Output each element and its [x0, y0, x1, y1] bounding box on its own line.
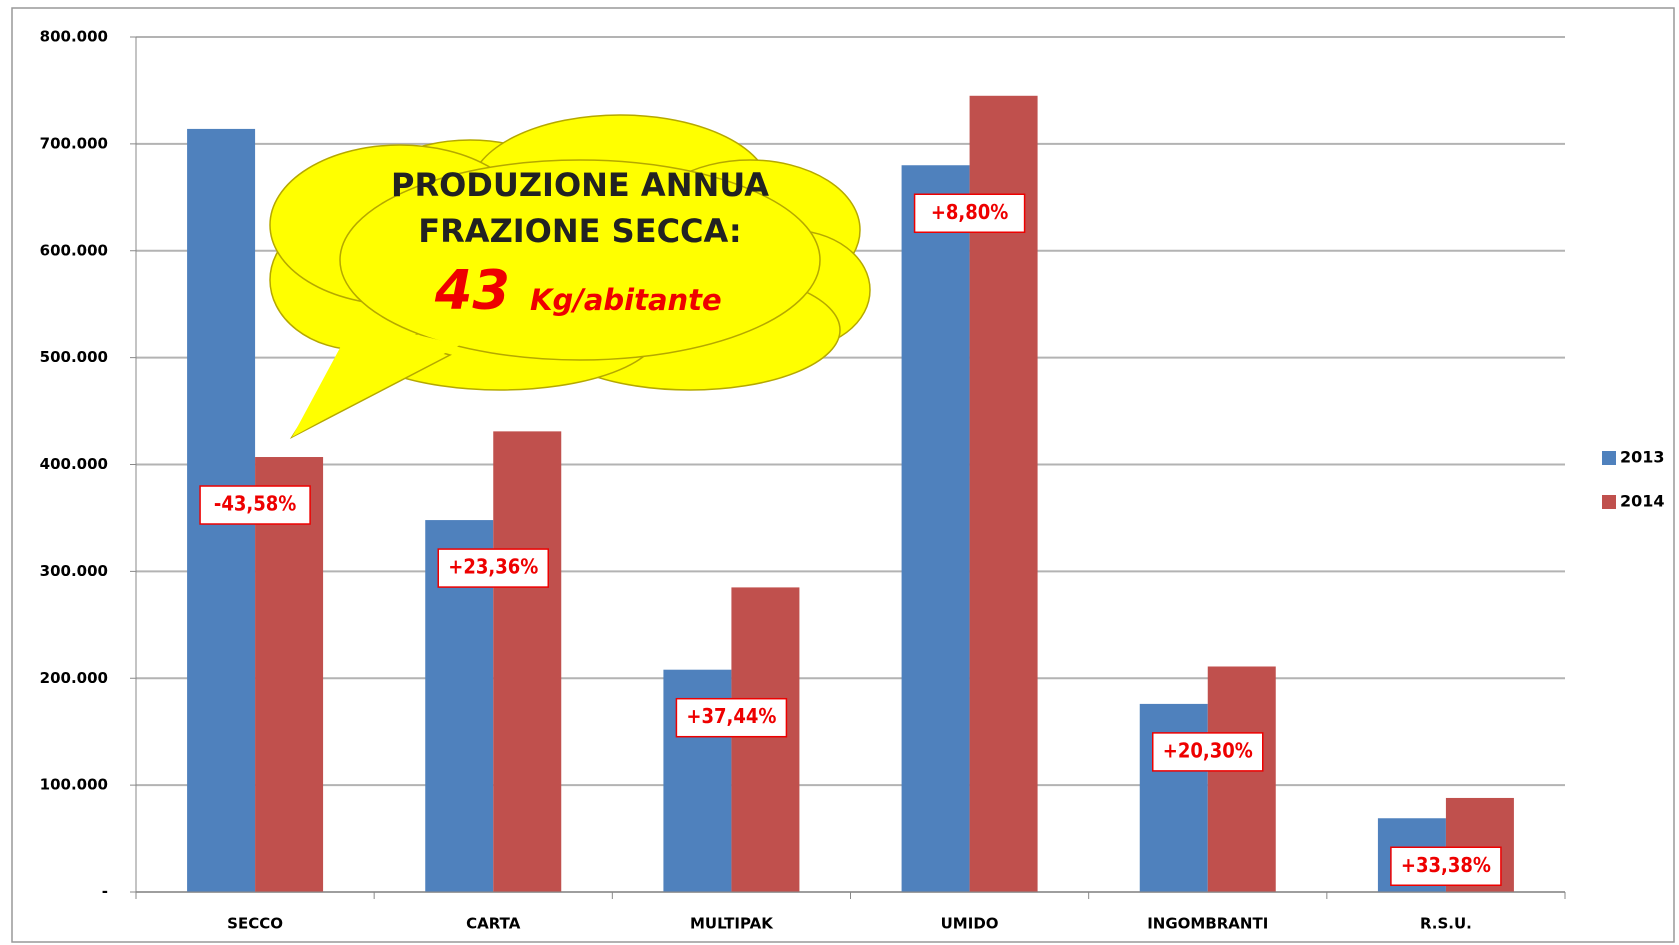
change-label-box — [437, 548, 549, 588]
y-tick-label: 800.000 — [40, 28, 108, 46]
x-tick-label: R.S.U. — [1420, 915, 1472, 933]
change-label-box — [675, 697, 788, 738]
change-label: +37,44% — [686, 704, 776, 728]
bar — [1139, 703, 1208, 892]
change-label-box — [1390, 846, 1502, 887]
bar — [493, 431, 562, 892]
callout-value: 43 — [434, 259, 510, 322]
change-label-box — [199, 485, 311, 525]
bar — [1207, 666, 1276, 892]
change-label-box — [1152, 732, 1264, 772]
change-label-box — [913, 193, 1026, 233]
x-tick-label: SECCO — [227, 915, 283, 933]
callout-core — [345, 165, 815, 355]
bar — [255, 457, 324, 892]
callout-line: PRODUZIONE ANNUA — [391, 166, 769, 204]
y-tick-label: 300.000 — [40, 562, 108, 580]
change-label: +23,36% — [448, 555, 538, 579]
y-tick-label: 700.000 — [40, 134, 108, 152]
bar — [901, 165, 970, 892]
y-tick-label: 500.000 — [40, 348, 108, 366]
change-label: +20,30% — [1163, 738, 1253, 762]
change-label: +33,38% — [1401, 853, 1491, 877]
y-tick-label: - — [102, 883, 108, 901]
y-tick-label: 200.000 — [40, 669, 108, 687]
x-tick-label: CARTA — [466, 915, 521, 933]
change-label: +8,80% — [931, 200, 1009, 224]
callout-unit: Kg/abitante — [530, 283, 722, 317]
change-label: -43,58% — [214, 492, 296, 516]
callout: PRODUZIONE ANNUA FRAZIONE SECCA: 43 Kg/abit… — [269, 114, 871, 439]
callout-line: FRAZIONE SECCA: — [418, 212, 741, 250]
legend-label: 2014 — [1620, 492, 1665, 511]
y-tick-label: 400.000 — [40, 455, 108, 473]
legend-swatch — [1602, 495, 1616, 509]
x-tick-label: MULTIPAK — [690, 915, 774, 933]
x-tick-label: INGOMBRANTI — [1147, 915, 1268, 933]
legend-label: 2013 — [1620, 448, 1665, 467]
bar — [731, 587, 800, 892]
callout-fill — [292, 320, 460, 437]
y-tick-label: 600.000 — [40, 241, 108, 259]
legend-swatch — [1602, 451, 1616, 465]
x-tick-label: UMIDO — [941, 915, 999, 933]
y-tick-label: 100.000 — [40, 776, 108, 794]
